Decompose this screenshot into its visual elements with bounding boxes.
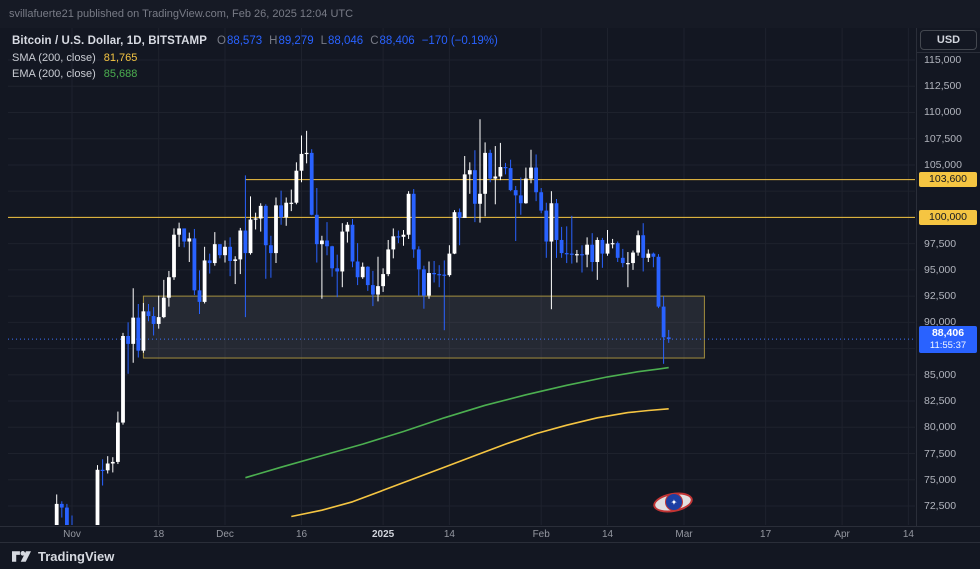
price-tick: 72,500	[924, 500, 957, 512]
price-level-label: 100,000	[919, 209, 977, 225]
legend-main-row: Bitcoin / U.S. Dollar, 1D, BITSTAMP O 88,…	[12, 33, 498, 49]
publish-text: svillafuerte21 published on TradingView.…	[9, 8, 354, 20]
price-tick: 107,500	[924, 132, 962, 145]
price-level-label: 103,600	[919, 172, 977, 188]
legend: Bitcoin / U.S. Dollar, 1D, BITSTAMP O 88,…	[12, 33, 498, 81]
symbol-title[interactable]: Bitcoin / U.S. Dollar, 1D, BITSTAMP	[12, 35, 207, 47]
price-tick: 105,000	[924, 158, 962, 171]
price-tick: 82,500	[924, 395, 957, 408]
indicator-row-sma[interactable]: SMA (200, close) 81,765	[12, 50, 498, 65]
price-scale[interactable]: USD 115,000 112,500 110,000 107,500 105,000 9…	[916, 28, 980, 526]
chart-area[interactable]: Bitcoin / U.S. Dollar, 1D, BITSTAMP O 88,…	[0, 0, 916, 542]
time-axis-label: 16	[295, 529, 308, 540]
price-tick: 110,000	[924, 106, 962, 119]
time-axis-label: 14	[902, 529, 914, 540]
currency-button[interactable]: USD	[920, 30, 977, 50]
high-value: 89,279	[278, 35, 314, 47]
close-label: C	[370, 35, 379, 47]
publish-bar: svillafuerte21 published on TradingView.…	[0, 0, 980, 28]
current-price-label: 88,406 11:55:37	[919, 325, 977, 353]
price-tick: 77,500	[924, 447, 957, 460]
watermark-logo: ✦	[651, 489, 699, 519]
watermark-globe-icon: ✦	[665, 493, 683, 511]
low-label: L	[320, 35, 328, 47]
time-axis-label: Mar	[675, 529, 693, 540]
price-tick: 90,000	[924, 316, 957, 329]
time-axis-label: 14	[443, 529, 455, 540]
ema-label: EMA (200, close)	[12, 67, 96, 80]
sma-value: 81,765	[103, 51, 138, 64]
price-tick: 92,500	[924, 290, 957, 303]
open-label: O	[216, 35, 226, 47]
candlestick-chart[interactable]	[0, 0, 916, 542]
time-axis-label: 17	[760, 529, 772, 540]
time-axis-label: 2025	[371, 529, 395, 540]
price-tick: 97,500	[924, 237, 957, 250]
time-axis-label: Feb	[532, 529, 550, 540]
ohlc-values: O 88,573 H 89,279 L 88,046 C 88,406 −170 (−0…	[217, 35, 498, 47]
footer: TradingView	[0, 542, 980, 569]
currency-row: USD	[917, 28, 980, 53]
price-tick: 115,000	[924, 54, 962, 66]
price-tick-container[interactable]: 115,000 112,500 110,000 107,500 105,000 97,50…	[917, 28, 980, 526]
time-axis[interactable]: Nov 18 Dec 16 2025 14 Feb 14 Mar 17 Apr 14	[0, 526, 980, 542]
high-label: H	[269, 35, 278, 47]
price-tick: 85,000	[924, 368, 957, 381]
time-axis-label: 14	[601, 529, 614, 540]
ema-value: 85,688	[103, 67, 138, 80]
close-value: 88,406	[379, 35, 415, 47]
tradingview-brand[interactable]: TradingView	[38, 548, 115, 564]
time-axis-label: Dec	[216, 529, 234, 540]
price-tick: 75,000	[924, 473, 957, 486]
price-tick: 80,000	[924, 421, 957, 434]
price-tick: 112,500	[924, 80, 962, 93]
tradingview-logo-icon[interactable]	[12, 549, 31, 564]
sma-label: SMA (200, close)	[12, 51, 96, 64]
change-value: −170 (−0.19%)	[421, 35, 498, 47]
low-value: 88,046	[328, 35, 364, 47]
time-axis-label: Nov	[63, 529, 81, 540]
indicator-row-ema[interactable]: EMA (200, close) 85,688	[12, 66, 498, 81]
time-axis-label: 18	[153, 529, 165, 540]
open-value: 88,573	[226, 35, 263, 47]
price-tick: 95,000	[924, 263, 957, 276]
time-axis-label: Apr	[834, 529, 850, 540]
